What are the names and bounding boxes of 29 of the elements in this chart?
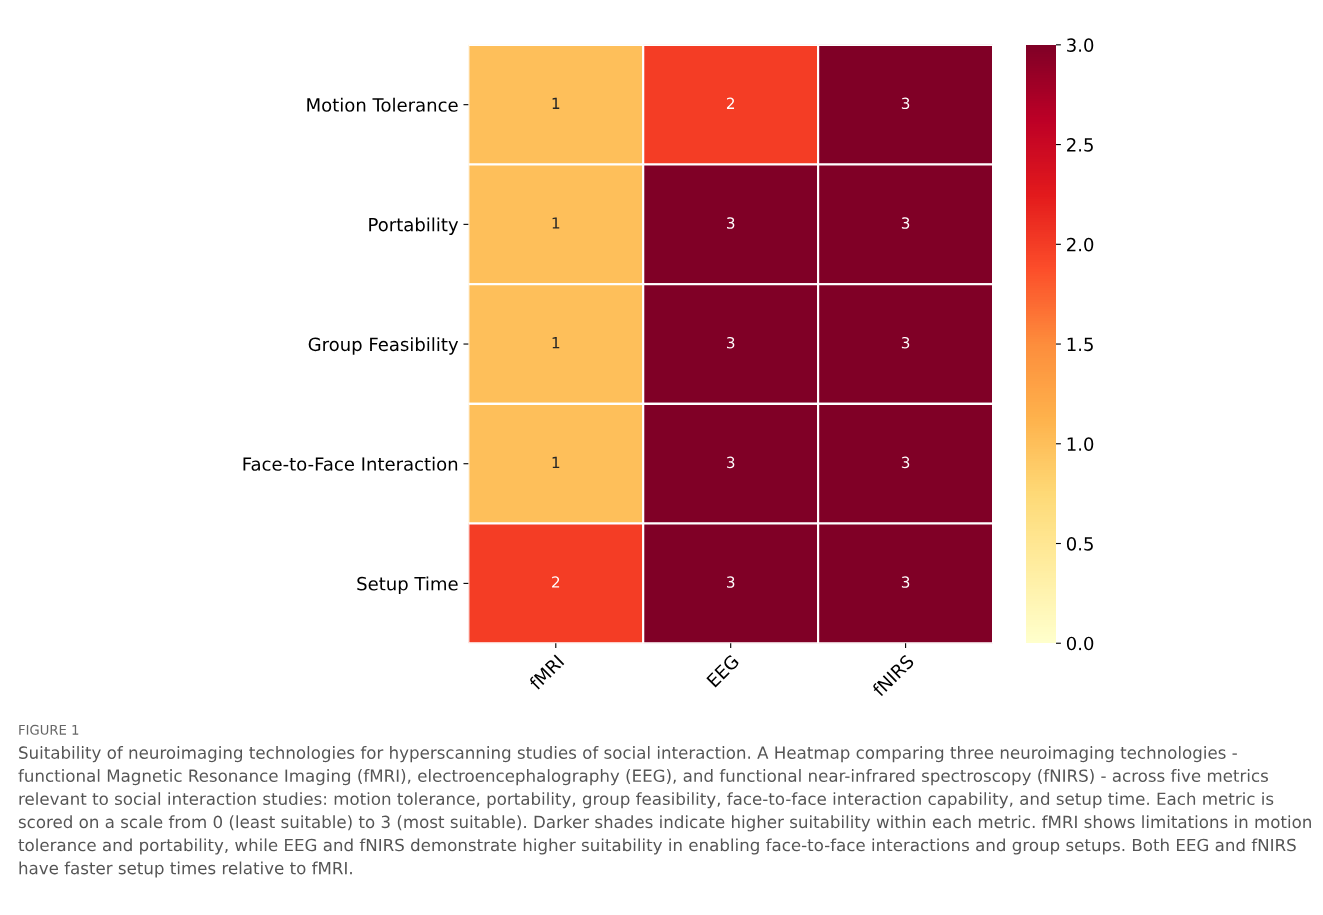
data-label: 3 [901,576,910,588]
data-label: 2 [552,576,560,588]
data-label: 3 [727,336,735,349]
color-bar-label: 2.5 [1067,138,1093,152]
data-label: 3 [727,576,735,588]
data-label: 1 [552,337,560,349]
data-label: 3 [901,456,910,469]
y-tick-label: Motion Tolerance [307,97,458,112]
text: Suitability of neuroimaging technologies for hyperscanning studies of social interaction. A Heatmap comparing three neuroimaging technologies - functional Magnetic Resonance Imaging (fMRI), electroencephalography (EEG), and functional near-infrared spectroscopy (fNIRS) - across five metrics relevant to social interaction studies: motion tolerance, portability, group feasibility, face-to-face interaction capability, and setup time. Each metric is scored on a scale from 0 (least suitable) to 3 (most suitable). Darker shades indicate higher suitability within each metric. fMRI shows limitations in motion tolerance and portability, while EEG and fNIRS demonstrate higher suitability in enabling face-to-face interactions and group setups. Both EEG and fNIRS have faster setup times relative to fMRI. [18,746,1311,878]
color-bar-label: 1.0 [1067,437,1094,451]
y-tick-label: Portability [369,217,459,235]
color-bar-label: 3.0 [1067,38,1094,52]
data-label: 3 [727,217,735,229]
data-label: 3 [901,217,910,229]
data-label: 2 [726,97,735,109]
caption: FIGURE 1 [19,724,79,735]
y-tick-label: Group Feasibility [308,337,459,355]
color-bar-label: 1.5 [1067,337,1093,352]
data-label: 1 [552,217,560,229]
color-bar-label: 0.0 [1066,636,1094,651]
data-label: 3 [901,97,910,110]
data-label: 1 [552,456,560,468]
data-label: 1 [552,97,560,109]
data-label: 3 [901,336,910,349]
y-tick-label: Face-to-Face Interaction [243,456,458,471]
data-label: 3 [727,456,735,469]
y-tick-label: Setup Time [357,576,458,595]
color-bar-label: 0.5 [1066,536,1093,551]
color-bar-label: 2.0 [1067,237,1094,252]
